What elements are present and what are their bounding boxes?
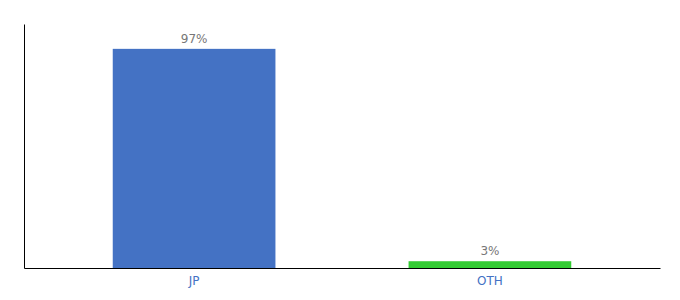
plot: JP OTH 97% 3% — [25, 25, 661, 288]
x-axis: JP OTH — [25, 268, 661, 288]
data-label: 3% — [480, 244, 499, 258]
data-labels: 97% 3% — [181, 32, 500, 258]
bar — [113, 49, 276, 268]
data-label: 97% — [181, 32, 208, 46]
x-axis-line — [25, 268, 661, 269]
bar — [409, 261, 572, 268]
x-tick: JP — [188, 268, 200, 288]
bars — [113, 49, 572, 268]
x-tick-label: OTH — [477, 274, 503, 288]
chart: JP OTH 97% 3% — [0, 0, 680, 300]
y-axis-line — [24, 25, 25, 269]
x-tick: OTH — [477, 268, 503, 288]
y-axis — [24, 25, 25, 269]
x-tick-label: JP — [188, 274, 200, 288]
